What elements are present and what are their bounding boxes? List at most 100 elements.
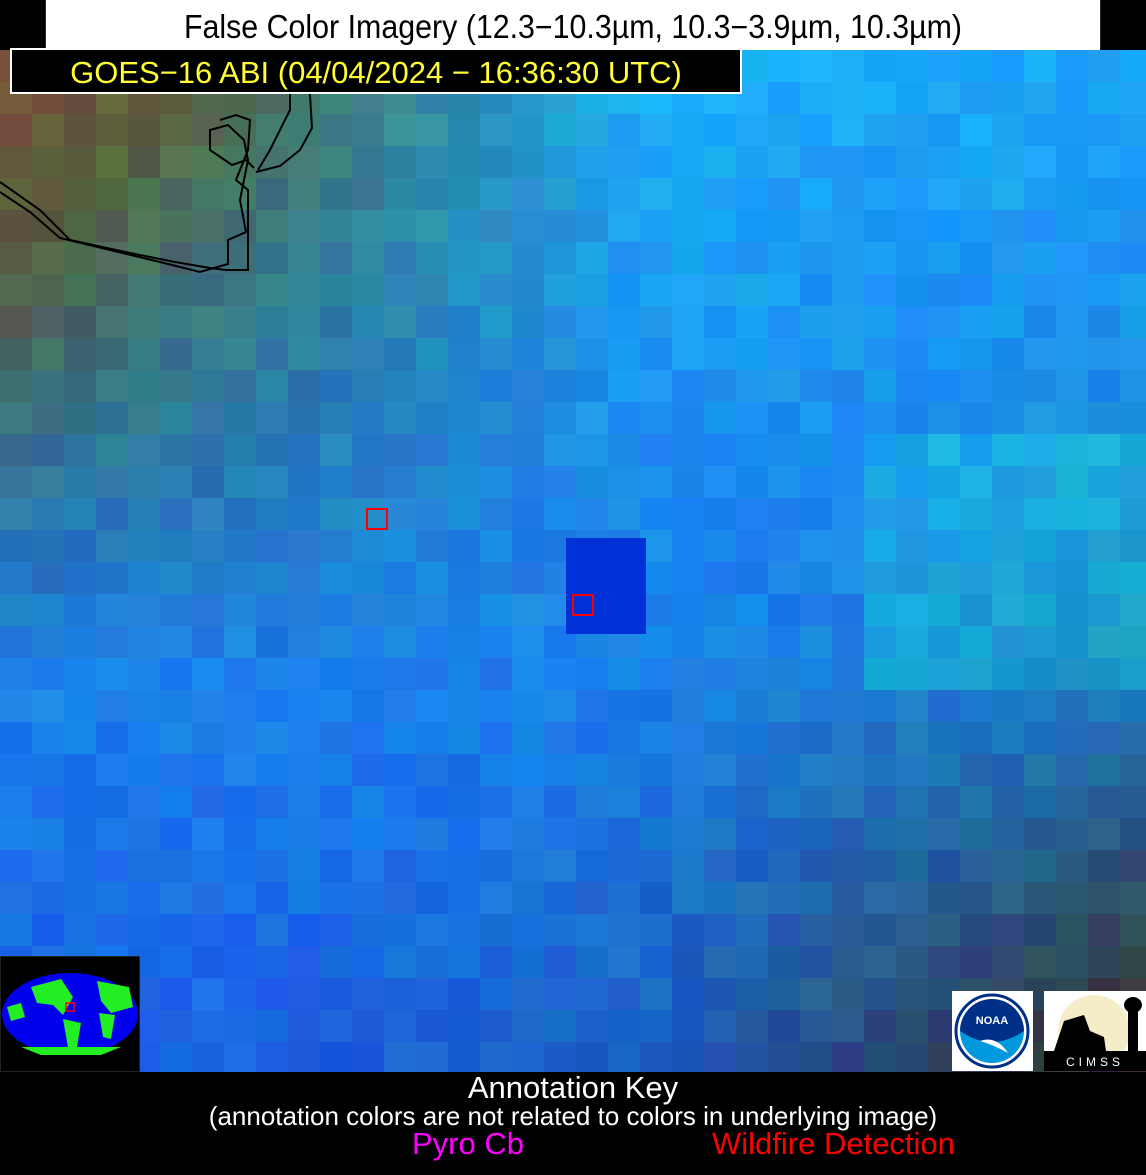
- imagery-pixel: [128, 498, 160, 530]
- imagery-pixel: [640, 466, 672, 498]
- imagery-pixel: [864, 530, 896, 562]
- imagery-pixel: [544, 242, 576, 274]
- imagery-pixel: [128, 530, 160, 562]
- imagery-pixel: [288, 210, 320, 242]
- imagery-pixel: [288, 882, 320, 914]
- imagery-pixel: [384, 754, 416, 786]
- imagery-pixel: [1024, 754, 1056, 786]
- imagery-pixel: [288, 850, 320, 882]
- imagery-pixel: [576, 498, 608, 530]
- imagery-pixel: [352, 626, 384, 658]
- imagery-pixel: [1024, 274, 1056, 306]
- imagery-pixel: [1120, 594, 1146, 626]
- imagery-pixel: [928, 114, 960, 146]
- imagery-pixel: [192, 210, 224, 242]
- imagery-pixel: [832, 370, 864, 402]
- imagery-pixel: [800, 370, 832, 402]
- imagery-pixel: [352, 594, 384, 626]
- imagery-pixel: [896, 82, 928, 114]
- imagery-pixel: [768, 722, 800, 754]
- imagery-pixel: [416, 850, 448, 882]
- imagery-pixel: [992, 434, 1024, 466]
- imagery-pixel: [480, 402, 512, 434]
- imagery-pixel: [896, 530, 928, 562]
- imagery-pixel: [800, 210, 832, 242]
- imagery-pixel: [672, 850, 704, 882]
- imagery-pixel: [352, 722, 384, 754]
- imagery-pixel: [736, 818, 768, 850]
- imagery-pixel: [512, 818, 544, 850]
- imagery-pixel: [960, 786, 992, 818]
- imagery-pixel: [256, 466, 288, 498]
- imagery-pixel: [320, 850, 352, 882]
- imagery-pixel: [0, 338, 32, 370]
- imagery-pixel: [608, 850, 640, 882]
- imagery-pixel: [640, 786, 672, 818]
- imagery-pixel: [672, 274, 704, 306]
- imagery-pixel: [352, 402, 384, 434]
- imagery-pixel: [832, 178, 864, 210]
- imagery-pixel: [448, 402, 480, 434]
- imagery-pixel: [992, 114, 1024, 146]
- imagery-pixel: [224, 210, 256, 242]
- imagery-pixel: [128, 850, 160, 882]
- imagery-pixel: [800, 658, 832, 690]
- imagery-pixel: [704, 210, 736, 242]
- imagery-pixel: [576, 818, 608, 850]
- imagery-pixel: [1024, 114, 1056, 146]
- imagery-pixel: [800, 626, 832, 658]
- imagery-pixel: [64, 274, 96, 306]
- imagery-pixel: [1056, 146, 1088, 178]
- imagery-pixel: [1120, 402, 1146, 434]
- imagery-pixel: [544, 818, 576, 850]
- imagery-pixel: [384, 658, 416, 690]
- imagery-pixel: [0, 434, 32, 466]
- imagery-pixel: [640, 114, 672, 146]
- imagery-pixel: [1056, 402, 1088, 434]
- imagery-pixel: [704, 338, 736, 370]
- imagery-pixel: [896, 498, 928, 530]
- imagery-pixel: [480, 850, 512, 882]
- imagery-pixel: [960, 722, 992, 754]
- imagery-pixel: [352, 850, 384, 882]
- imagery-pixel: [224, 338, 256, 370]
- imagery-pixel: [256, 658, 288, 690]
- imagery-pixel: [416, 242, 448, 274]
- imagery-pixel: [1120, 114, 1146, 146]
- imagery-pixel: [96, 626, 128, 658]
- imagery-pixel: [672, 114, 704, 146]
- imagery-pixel: [320, 210, 352, 242]
- imagery-pixel: [1056, 562, 1088, 594]
- imagery-pixel: [864, 690, 896, 722]
- imagery-pixel: [896, 434, 928, 466]
- imagery-pixel: [1088, 306, 1120, 338]
- imagery-pixel: [384, 690, 416, 722]
- imagery-pixel: [192, 562, 224, 594]
- imagery-pixel: [0, 882, 32, 914]
- imagery-pixel: [704, 850, 736, 882]
- imagery-pixel: [704, 594, 736, 626]
- imagery-pixel: [928, 210, 960, 242]
- imagery-pixel: [992, 178, 1024, 210]
- imagery-pixel: [416, 562, 448, 594]
- imagery-pixel: [864, 722, 896, 754]
- imagery-pixel: [1088, 498, 1120, 530]
- imagery-pixel: [320, 562, 352, 594]
- imagery-pixel: [768, 818, 800, 850]
- imagery-pixel: [224, 242, 256, 274]
- imagery-pixel: [1088, 466, 1120, 498]
- imagery-pixel: [384, 338, 416, 370]
- imagery-pixel: [320, 882, 352, 914]
- imagery-pixel: [928, 658, 960, 690]
- imagery-pixel: [608, 338, 640, 370]
- imagery-pixel: [512, 274, 544, 306]
- imagery-pixel: [1120, 722, 1146, 754]
- imagery-pixel: [576, 658, 608, 690]
- imagery-pixel: [32, 754, 64, 786]
- imagery-pixel: [320, 146, 352, 178]
- imagery-pixel: [256, 626, 288, 658]
- imagery-pixel: [256, 402, 288, 434]
- imagery-pixel: [288, 818, 320, 850]
- imagery-pixel: [896, 114, 928, 146]
- imagery-pixel: [416, 498, 448, 530]
